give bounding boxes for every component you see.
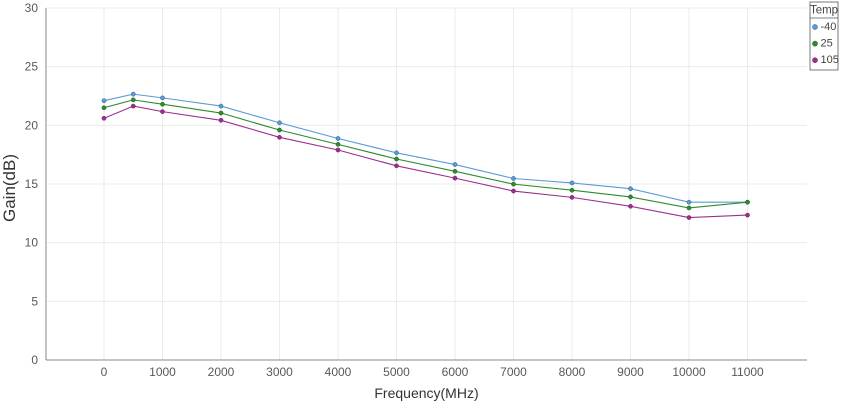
- svg-text:3000: 3000: [266, 365, 293, 379]
- svg-text:5000: 5000: [383, 365, 410, 379]
- svg-text:4000: 4000: [325, 365, 352, 379]
- svg-text:105: 105: [821, 54, 839, 66]
- svg-text:7000: 7000: [500, 365, 527, 379]
- svg-text:1000: 1000: [149, 365, 176, 379]
- svg-text:Gain(dB): Gain(dB): [0, 154, 19, 222]
- svg-text:30: 30: [25, 1, 39, 15]
- svg-text:Temp: Temp: [810, 5, 838, 17]
- svg-text:20: 20: [25, 118, 39, 132]
- svg-text:15: 15: [25, 177, 39, 191]
- svg-text:2000: 2000: [208, 365, 235, 379]
- svg-text:10000: 10000: [672, 365, 706, 379]
- svg-text:6000: 6000: [442, 365, 469, 379]
- svg-text:5: 5: [31, 294, 38, 308]
- svg-text:25: 25: [25, 60, 39, 74]
- svg-text:8000: 8000: [559, 365, 586, 379]
- svg-text:0: 0: [31, 353, 38, 367]
- svg-text:25: 25: [821, 38, 833, 50]
- svg-text:0: 0: [101, 365, 108, 379]
- svg-text:9000: 9000: [617, 365, 644, 379]
- svg-text:11000: 11000: [731, 365, 764, 379]
- svg-text:10: 10: [25, 236, 39, 250]
- svg-text:-40: -40: [821, 21, 837, 33]
- svg-text:Frequency(MHz): Frequency(MHz): [374, 385, 478, 401]
